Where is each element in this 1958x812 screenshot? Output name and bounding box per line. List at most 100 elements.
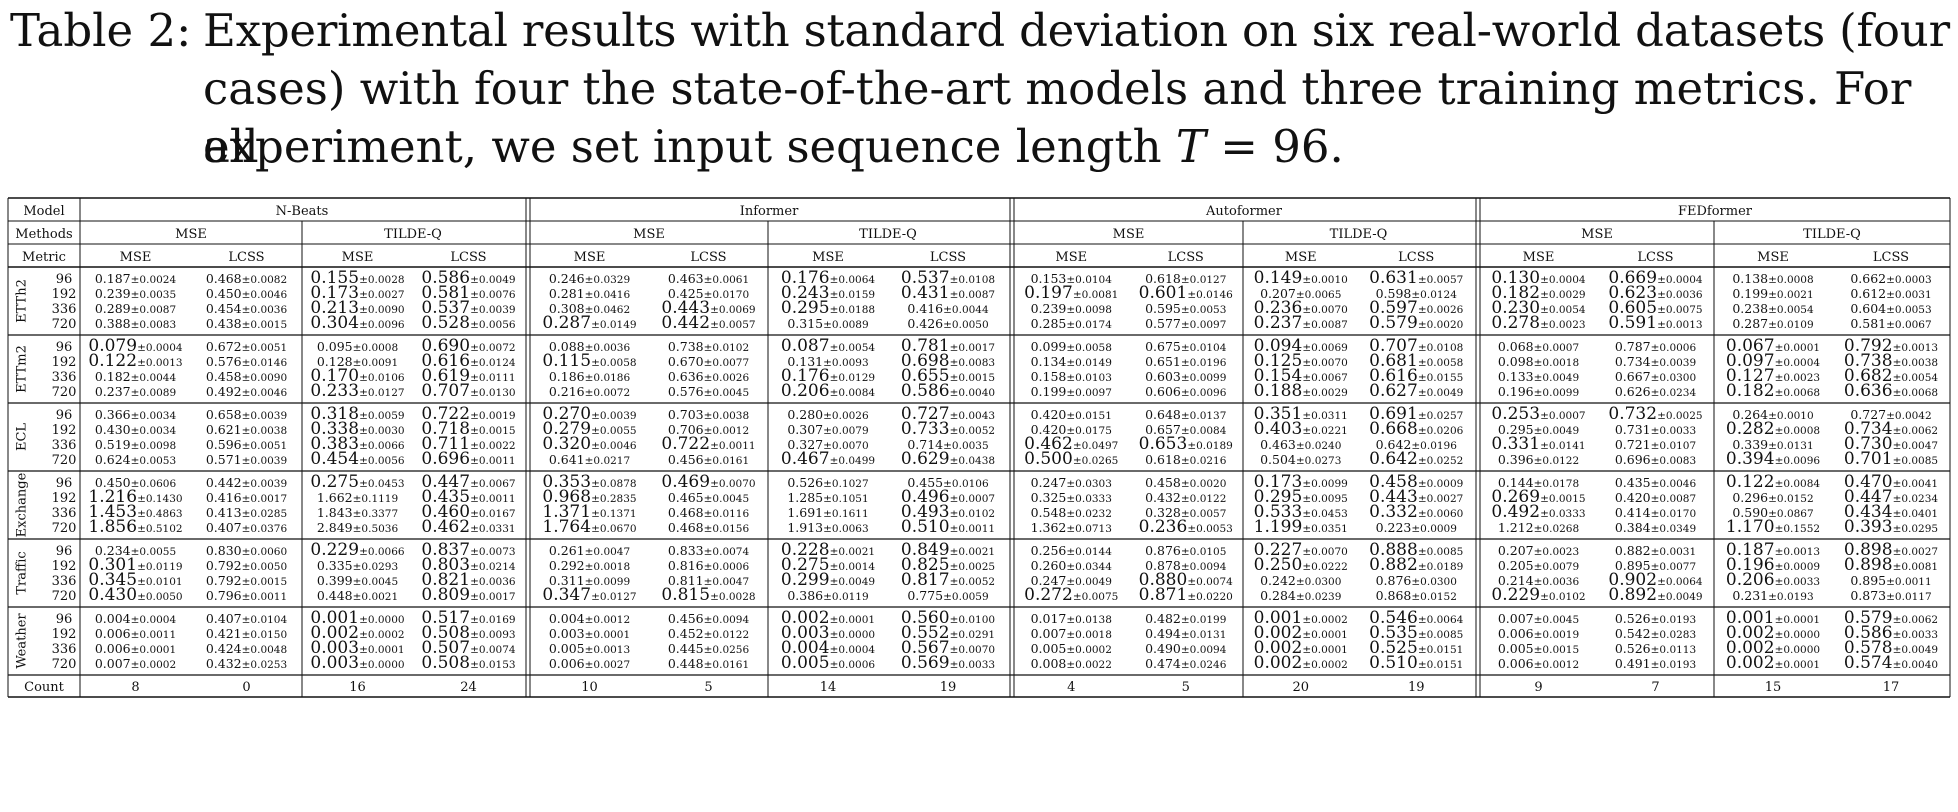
cell-mean: 0.134 (1031, 354, 1067, 369)
cell-mean: 0.456 (668, 452, 704, 467)
cell-mean: 0.396 (1498, 452, 1534, 467)
cell-mean: 0.463 (1260, 437, 1296, 452)
cell-std: ±0.0150 (242, 629, 288, 641)
table-cell: 0.186±0.0186 (549, 369, 631, 384)
table-cell: 0.898±0.0081 (1844, 555, 1938, 575)
table-cell: 0.247±0.0303 (1031, 475, 1112, 490)
cell-std: ±0.0122 (1181, 493, 1227, 505)
cell-mean: 0.642 (1369, 449, 1418, 469)
table-cell: 0.721±0.0107 (1615, 437, 1696, 452)
cell-std: ±0.0074 (1187, 576, 1233, 588)
cell-mean: 0.004 (95, 611, 131, 626)
cell-std: ±0.0046 (242, 289, 288, 301)
cell-std: ±0.0049 (1657, 591, 1703, 603)
table-cell: 0.621±0.0038 (206, 422, 287, 437)
table-cell: 0.256±0.0144 (1031, 543, 1113, 558)
horizon-label: 192 (52, 287, 77, 302)
table-cell: 0.304±0.0096 (310, 313, 405, 333)
cell-std: ±0.0049 (1534, 425, 1580, 437)
table-cell: 0.815±0.0028 (661, 585, 755, 605)
table-cell: 1.691±0.1611 (787, 505, 868, 520)
cell-mean: 0.448 (317, 588, 353, 603)
table-cell: 0.386±0.0119 (787, 588, 868, 603)
cell-std: ±0.0077 (1651, 561, 1697, 573)
table-cell: 0.604±0.0053 (1850, 301, 1931, 316)
cell-mean: 0.250 (1254, 555, 1303, 575)
table-cell: 0.458±0.0090 (206, 369, 287, 384)
cell-std: ±0.0027 (359, 289, 405, 301)
cell-std: ±0.0001 (1775, 614, 1821, 626)
cell-mean: 0.430 (88, 585, 137, 605)
table-cell: 0.007±0.0002 (95, 656, 176, 671)
horizon-label: 336 (52, 506, 77, 521)
header-model-name: N-Beats (276, 204, 329, 219)
cell-mean: 0.003 (310, 653, 359, 673)
cell-mean: 0.651 (1145, 354, 1181, 369)
cell-mean: 0.299 (781, 570, 830, 590)
cell-std: ±0.0070 (1302, 304, 1348, 316)
table-cell: 0.199±0.0097 (1031, 384, 1112, 399)
cell-std: ±0.0196 (1181, 357, 1227, 369)
cell-mean: 0.787 (1615, 339, 1651, 354)
table-cell: 0.651±0.0196 (1145, 354, 1227, 369)
table-cell: 0.287±0.0109 (1732, 316, 1813, 331)
cell-std: ±0.0253 (242, 659, 288, 671)
cell-mean: 0.876 (1145, 543, 1181, 558)
cell-std: ±0.0094 (1181, 561, 1227, 573)
cell-mean: 1.843 (317, 505, 353, 520)
cell-std: ±0.0713 (1066, 523, 1112, 535)
table-cell: 0.438±0.0015 (206, 316, 287, 331)
cell-std: ±0.0151 (1418, 659, 1464, 671)
horizon-label: 720 (52, 453, 77, 468)
cell-mean: 0.603 (1145, 369, 1181, 384)
table-cell: 1.662±0.1119 (317, 490, 398, 505)
table-cell: 0.631±0.0057 (1369, 268, 1463, 288)
count-value: 20 (1292, 680, 1309, 695)
cell-mean: 0.809 (421, 585, 470, 605)
cell-std: ±0.0000 (359, 659, 405, 671)
dataset-label: ECL (15, 423, 30, 451)
table-cell: 0.197±0.0081 (1024, 283, 1118, 303)
table-cell: 0.296±0.0152 (1732, 490, 1813, 505)
cell-mean: 0.207 (1498, 543, 1534, 558)
cell-std: ±0.0303 (1066, 478, 1112, 490)
cell-mean: 0.007 (1031, 626, 1067, 641)
cell-std: ±0.0052 (950, 576, 996, 588)
cell-mean: 0.604 (1850, 301, 1886, 316)
cell-std: ±0.0055 (131, 546, 177, 558)
table-cell: 0.668±0.0206 (1369, 419, 1464, 439)
cell-mean: 0.626 (1615, 384, 1651, 399)
table-cell: 0.662±0.0003 (1850, 271, 1931, 286)
cell-std: ±0.0499 (830, 455, 876, 467)
cell-std: ±0.0074 (470, 644, 516, 656)
table-cell: 0.707±0.0130 (421, 381, 515, 401)
table-cell: 0.601±0.0146 (1139, 283, 1234, 303)
table-cell: 0.246±0.0329 (549, 271, 630, 286)
table-cell: 0.591±0.0013 (1608, 313, 1702, 333)
cell-std: ±0.0161 (704, 455, 750, 467)
cell-std: ±0.0015 (242, 576, 288, 588)
cell-std: ±0.0103 (1066, 372, 1112, 384)
cell-std: ±0.1119 (353, 493, 399, 505)
cell-std: ±0.0094 (1181, 644, 1227, 656)
table-cell: 0.474±0.0246 (1145, 656, 1227, 671)
table-cell: 0.416±0.0017 (206, 490, 287, 505)
table-cell: 0.596±0.0051 (206, 437, 287, 452)
cell-std: ±0.4863 (137, 508, 183, 520)
cell-std: ±0.0152 (1768, 493, 1814, 505)
cell-std: ±0.0002 (1302, 659, 1348, 671)
cell-std: ±0.0087 (1302, 319, 1348, 331)
cell-std: ±0.0039 (470, 304, 516, 316)
cell-std: ±0.0021 (353, 591, 399, 603)
cell-std: ±0.0131 (1181, 629, 1227, 641)
table-cell: 0.205±0.0079 (1498, 558, 1579, 573)
cell-std: ±0.0053 (131, 455, 177, 467)
table-cell: 0.004±0.0004 (95, 611, 177, 626)
cell-mean: 0.738 (668, 339, 704, 354)
cell-std: ±0.0057 (1418, 274, 1464, 286)
cell-mean: 0.696 (1615, 452, 1651, 467)
cell-std: ±0.0311 (1302, 410, 1348, 422)
cell-std: ±0.0193 (1651, 614, 1697, 626)
cell-std: ±0.0059 (359, 410, 405, 422)
table-cell: 0.006±0.0011 (95, 626, 176, 641)
